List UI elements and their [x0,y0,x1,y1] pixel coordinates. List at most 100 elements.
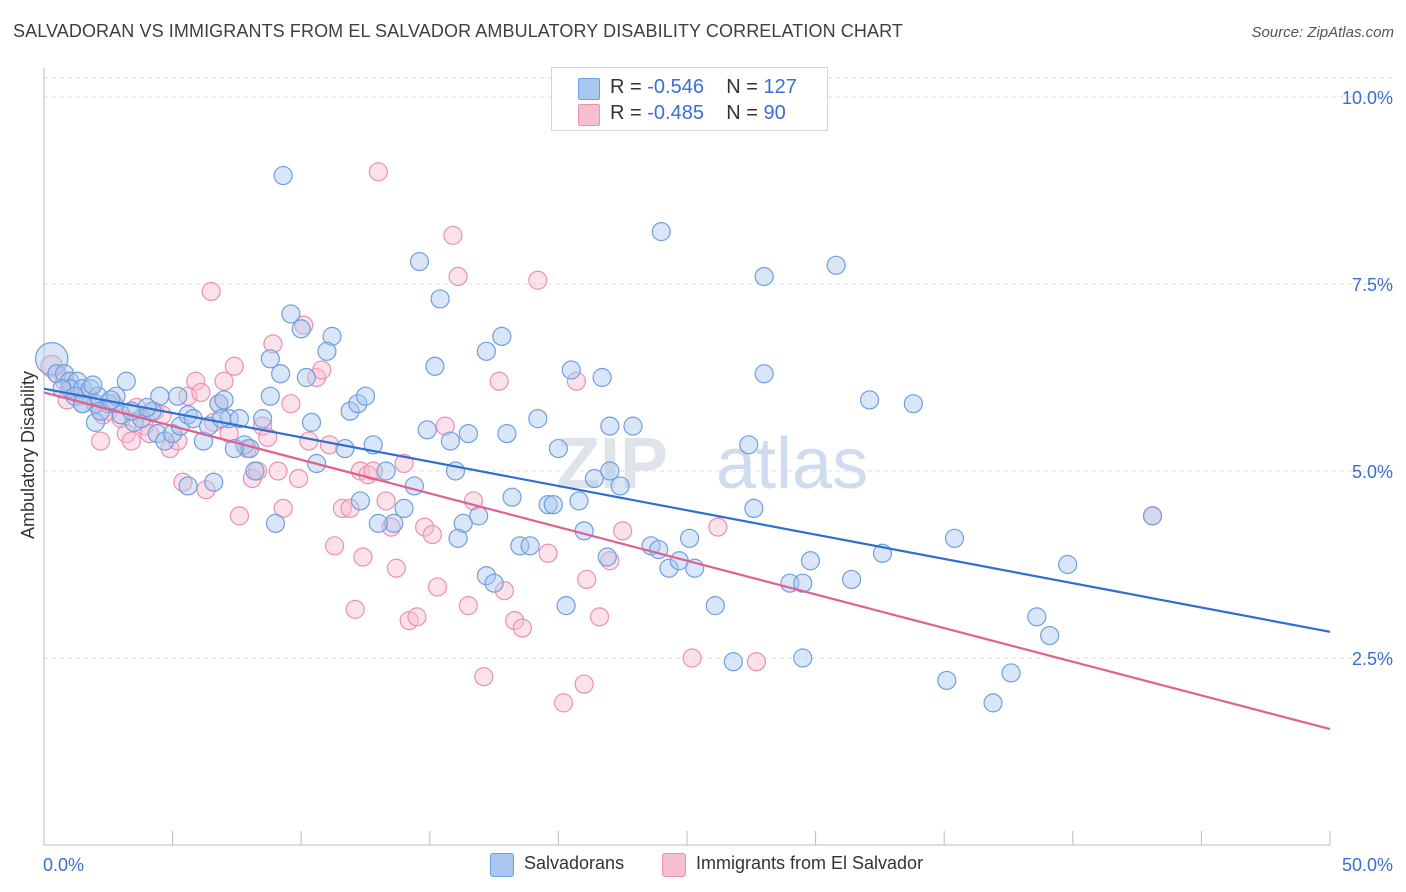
data-point [538,543,558,563]
data-point [584,468,605,489]
data-point [659,558,679,578]
data-point [746,652,767,672]
data-point [556,596,576,616]
data-point [214,371,234,391]
data-point [561,360,581,380]
data-point [193,431,214,451]
series-legend: Salvadorans Immigrants from El Salvador [0,852,1406,878]
data-point [842,569,862,590]
data-point [983,693,1003,713]
data-point [448,266,468,287]
data-point [386,558,406,578]
data-point [121,431,142,451]
r-value: -0.485 [647,102,704,124]
data-point [211,409,232,429]
data-point [860,390,880,410]
data-point [296,367,316,388]
data-point [417,420,437,440]
data-point [394,453,414,474]
data-point [178,476,198,496]
data-point [597,547,617,567]
data-point [196,480,216,500]
data-point [443,225,463,245]
data-point [548,438,569,459]
data-point [458,596,478,616]
data-point [273,498,293,518]
data-point [404,476,424,496]
data-point [651,222,671,242]
data-point [574,521,594,541]
data-point [903,394,923,414]
data-point [494,581,514,601]
r-value: -0.546 [647,76,704,98]
data-point [510,536,530,556]
data-point [600,461,620,481]
data-point [1142,506,1163,526]
data-point [407,607,427,627]
data-point [368,513,388,533]
data-point [353,547,373,567]
data-point [350,491,370,511]
data-point [425,356,445,376]
data-point [435,416,455,436]
n-label: N = [726,76,758,98]
data-point [430,289,450,309]
series-immigrants-points [40,162,1163,713]
data-point [682,648,702,668]
data-point [355,386,376,406]
data-point [474,667,494,687]
data-point [229,506,250,526]
data-point [147,424,167,444]
data-point [376,491,396,511]
watermark-atlas: atlas [716,424,868,504]
data-point [739,435,759,455]
data-point [301,412,322,432]
correlation-legend: R = -0.546 N = 127 R = -0.485 N = 90 [551,67,828,131]
data-point [263,334,283,354]
data-point [613,521,633,541]
data-point [72,379,93,399]
data-point [484,573,504,593]
data-point [384,513,404,533]
data-point [566,371,587,391]
data-point [281,304,301,324]
data-point [476,566,496,586]
legend-label-salvadorans: Salvadorans [524,853,625,873]
watermark: ZIP atlas [556,424,868,504]
data-point [253,409,273,429]
data-point [186,371,206,391]
n-value: 127 [763,76,797,98]
data-point [744,498,764,518]
data-point [497,424,517,444]
data-point [168,386,188,406]
y-axis-label: Ambulatory Disability [18,371,38,539]
data-point [394,498,414,518]
data-point [178,386,198,406]
data-point [705,596,725,616]
data-point [427,577,448,597]
data-point [155,431,175,451]
data-point [317,341,337,361]
data-point [163,424,183,444]
data-point [574,674,594,694]
data-point [512,618,532,638]
data-point [623,416,643,436]
data-point [214,390,234,410]
data-point [376,461,396,481]
x-tick-label-1: 50.0% [1342,855,1393,875]
axes [43,68,1331,846]
data-point [173,472,193,492]
data-point [754,364,774,384]
data-point [528,270,548,290]
data-point [1001,663,1021,683]
data-point [469,506,489,526]
data-point [553,693,574,713]
data-point [268,461,288,481]
data-point [600,416,620,436]
data-point [289,468,309,489]
data-point [273,165,293,186]
trendline-immigrants [43,391,1331,731]
data-point [610,476,630,496]
data-point [201,281,221,302]
